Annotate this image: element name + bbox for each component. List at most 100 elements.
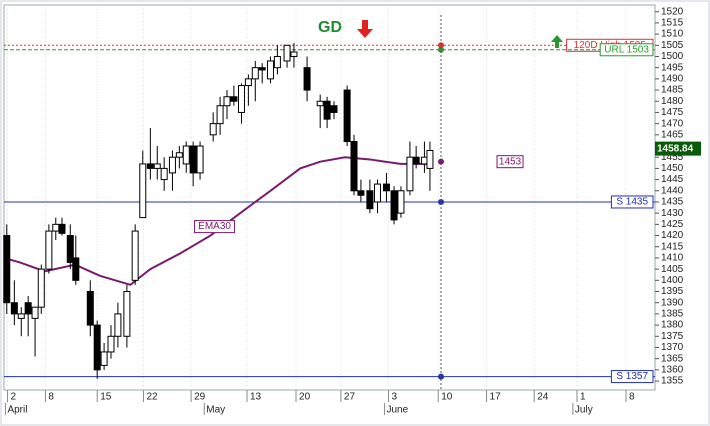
plot-area xyxy=(3,4,656,391)
ema-value-label: 1453 xyxy=(499,156,522,167)
candle-body xyxy=(182,145,190,165)
y-tick-label: 1510 xyxy=(661,29,684,40)
x-tick-label: 8 xyxy=(629,392,635,403)
level-box xyxy=(599,43,654,57)
candle-body xyxy=(251,67,259,80)
level-label: S 1435 xyxy=(616,197,648,208)
candle-body xyxy=(175,152,183,158)
candle-body xyxy=(244,78,252,87)
last-price-box xyxy=(655,141,701,156)
x-tick-label: 8 xyxy=(48,392,54,403)
candle-body xyxy=(17,313,25,319)
y-tick-label: 1385 xyxy=(661,309,684,320)
candle-body xyxy=(357,190,365,196)
candle-body xyxy=(31,306,39,319)
candle-body xyxy=(37,268,45,308)
y-tick-label: 1470 xyxy=(661,118,684,129)
y-tick-label: 1425 xyxy=(661,219,684,230)
y-tick-label: 1410 xyxy=(661,253,684,264)
y-tick-label: 1430 xyxy=(661,208,684,219)
candle-body xyxy=(230,96,238,102)
y-tick-label: 1450 xyxy=(661,163,684,174)
y-tick-label: 1380 xyxy=(661,320,684,331)
candle-body xyxy=(153,163,161,169)
x-tick-label: 2 xyxy=(10,392,16,403)
y-tick-label: 1390 xyxy=(661,297,684,308)
down-arrow xyxy=(357,20,373,38)
y-tick-label: 1405 xyxy=(661,264,684,275)
y-tick-label: 1435 xyxy=(661,197,684,208)
x-tick-label: 27 xyxy=(344,392,356,403)
candle-body xyxy=(406,156,414,192)
y-tick-label: 1375 xyxy=(661,331,684,342)
y-tick-label: 1465 xyxy=(661,129,684,140)
candle-body xyxy=(412,156,420,165)
y-tick-label: 1515 xyxy=(661,18,684,29)
candle-body xyxy=(45,230,53,270)
level-dot xyxy=(437,46,444,53)
candle-body xyxy=(283,44,291,62)
level-label: S 1357 xyxy=(616,371,648,382)
level-dot xyxy=(437,198,444,205)
x-tick-label: 3 xyxy=(392,392,398,403)
candle-body xyxy=(273,55,281,69)
candle-body xyxy=(290,51,298,57)
candle-body xyxy=(196,145,204,174)
y-tick-label: 1480 xyxy=(661,96,684,107)
candle-body xyxy=(373,183,381,203)
candle-body xyxy=(330,105,338,113)
candle-body xyxy=(390,190,398,221)
annotation: GD xyxy=(318,19,342,36)
y-tick-label: 1500 xyxy=(661,51,684,62)
candle-body xyxy=(86,291,94,326)
candle-body xyxy=(209,123,217,136)
y-tick-label: 1505 xyxy=(661,40,684,51)
x-tick-label: 13 xyxy=(250,392,262,403)
last-price-label: 1458.84 xyxy=(657,143,694,154)
y-tick-label: 1520 xyxy=(661,6,684,17)
x-tick-label: 22 xyxy=(146,392,158,403)
y-tick-label: 1445 xyxy=(661,174,684,185)
y-tick-label: 1495 xyxy=(661,62,684,73)
candle-body xyxy=(146,163,154,169)
level-dot xyxy=(437,42,444,49)
y-tick-label: 1485 xyxy=(661,85,684,96)
candle-body xyxy=(114,313,122,337)
y-tick-label: 1440 xyxy=(661,185,684,196)
candle-body xyxy=(258,67,266,71)
candle-body xyxy=(58,223,66,234)
candle-body xyxy=(52,223,60,232)
month-label: May xyxy=(206,405,225,416)
candle-body xyxy=(160,167,168,181)
candle-body xyxy=(3,235,11,304)
y-tick-label: 1415 xyxy=(661,241,684,252)
x-tick-label: 15 xyxy=(100,392,112,403)
candle-body xyxy=(10,302,18,315)
level-box xyxy=(610,370,654,384)
y-tick-label: 1360 xyxy=(661,364,684,375)
month-label: June xyxy=(386,405,408,416)
candle-body xyxy=(189,145,197,174)
y-tick-label: 1455 xyxy=(661,152,684,163)
y-tick-label: 1395 xyxy=(661,286,684,297)
ema-label: EMA30 xyxy=(198,221,231,232)
y-tick-label: 1355 xyxy=(661,376,684,387)
x-tick-label: 10 xyxy=(441,392,453,403)
candle-body xyxy=(366,190,374,210)
level-label: URL 1503 xyxy=(604,44,649,55)
y-tick-label: 1365 xyxy=(661,353,684,364)
up-arrow xyxy=(551,35,563,48)
candle-body xyxy=(266,60,274,80)
x-tick-label: 17 xyxy=(490,392,502,403)
x-tick-label: 29 xyxy=(194,392,206,403)
x-tick-label: 24 xyxy=(537,392,549,403)
candle-body xyxy=(131,230,139,281)
candle-body xyxy=(426,149,434,169)
ema-value-box xyxy=(496,155,524,169)
candle-body xyxy=(107,335,115,353)
candle-body xyxy=(100,351,108,366)
candle-body xyxy=(66,235,74,263)
candle-body xyxy=(139,163,147,219)
candle-body xyxy=(223,96,231,107)
